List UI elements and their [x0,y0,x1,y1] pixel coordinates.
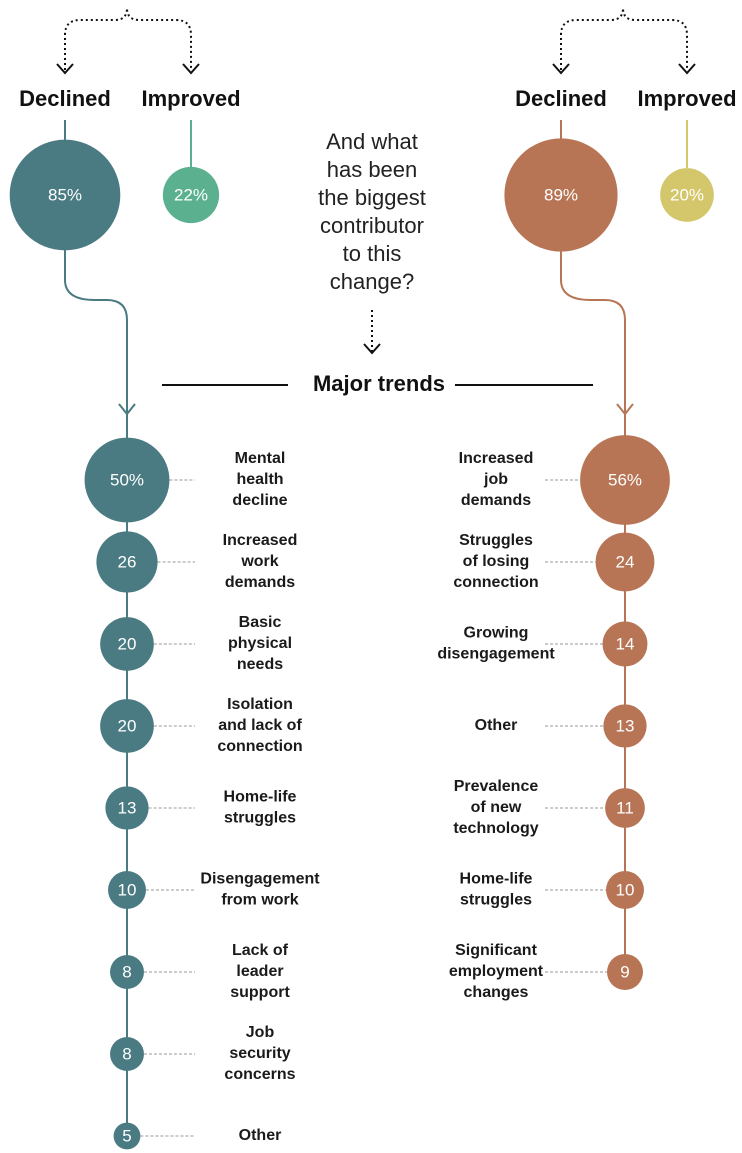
bubble-value: 26 [118,552,137,571]
trend-label: Lack of [232,942,289,959]
bubble-value: 10 [616,880,635,899]
trend-label: demands [461,492,531,509]
bubble-value: 5 [122,1126,131,1145]
question-line: to this [343,241,402,266]
trend-label: leader [236,963,283,980]
trend-label: struggles [460,892,532,909]
trend-label: Mental [235,450,286,467]
trend-label: Prevalence [454,778,539,795]
bubble [100,699,154,753]
question-line: the biggest [318,185,426,210]
declined-label: Declined [515,86,607,111]
bubble-value: 13 [118,798,137,817]
bubble-value: 10 [118,880,137,899]
improved-label: Improved [141,86,240,111]
bubble [580,435,670,525]
trend-label: health [236,471,283,488]
trend-label: employment [449,963,544,980]
trend-label: Other [475,717,518,734]
trend-label: disengagement [437,646,555,663]
trend-label: Home-life [460,871,533,888]
trend-label: Basic [239,614,282,631]
trend-label: job [483,471,508,488]
bubble [84,437,170,523]
bubble [108,871,146,909]
bubble-value: 9 [620,962,629,981]
bubble-value: 50% [110,470,144,489]
bubble [113,1122,141,1150]
question-line: has been [327,157,418,182]
bubble-value: 89% [544,185,578,204]
trend-label: Other [239,1127,282,1144]
trend-label: technology [453,820,538,837]
trend-label: and lack of [218,717,302,734]
trend-label: Increased [223,532,298,549]
bubble [607,954,643,990]
trend-label: work [240,553,278,570]
improved-label: Improved [637,86,736,111]
major-trends: Major trends [313,371,445,396]
trend-label: of new [471,799,522,816]
trend-label: Significant [455,942,537,959]
trend-label: Job [246,1024,275,1041]
bubble [602,621,648,667]
question-line: And what [326,129,418,154]
trend-label: Disengagement [200,871,320,888]
bubble [504,138,618,252]
bubble-value: 8 [122,962,131,981]
question-line: contributor [320,213,424,238]
trend-label: decline [232,492,287,509]
declined-label: Declined [19,86,111,111]
trend-label: Home-life [224,789,297,806]
bubble-value: 11 [616,798,634,817]
bubble [603,704,647,748]
trend-label: physical [228,635,292,652]
bubble-value: 56% [608,470,642,489]
brackets [64,7,688,352]
bubble [660,168,714,222]
trend-label: concerns [224,1066,295,1083]
bubble [110,955,144,989]
bubble-value: 8 [122,1044,131,1063]
trend-label: struggles [224,810,296,827]
trend-label: changes [464,984,529,1001]
trend-label: support [230,984,290,1001]
bubble-value: 13 [616,716,635,735]
trend-label: from work [221,892,298,909]
bubble-value: 24 [616,552,635,571]
trend-label: Increased [459,450,534,467]
trend-label: needs [237,656,283,673]
arrowheads [56,63,696,386]
bubble-value: 20 [118,634,137,653]
trend-label: demands [225,574,295,591]
trend-label: security [229,1045,290,1062]
trend-label: connection [217,738,302,755]
bubble [100,617,154,671]
bubble [162,166,220,224]
bubble-value: 22% [174,185,208,204]
bubble [96,531,158,593]
bubble [110,1037,144,1071]
trend-label: Growing [464,625,529,642]
trend-label: Isolation [227,696,293,713]
bubble-value: 14 [616,634,635,653]
trend-label: of losing [463,553,530,570]
question-line: change? [330,269,414,294]
bubble [105,786,149,830]
trend-label: connection [453,574,538,591]
bubble [9,139,121,251]
bubble [606,871,644,909]
bubble [605,788,645,828]
bubble [595,532,655,592]
bubble-value: 85% [48,185,82,204]
bubble-value: 20 [118,716,137,735]
bubble-value: 20% [670,185,704,204]
trend-label: Struggles [459,532,533,549]
